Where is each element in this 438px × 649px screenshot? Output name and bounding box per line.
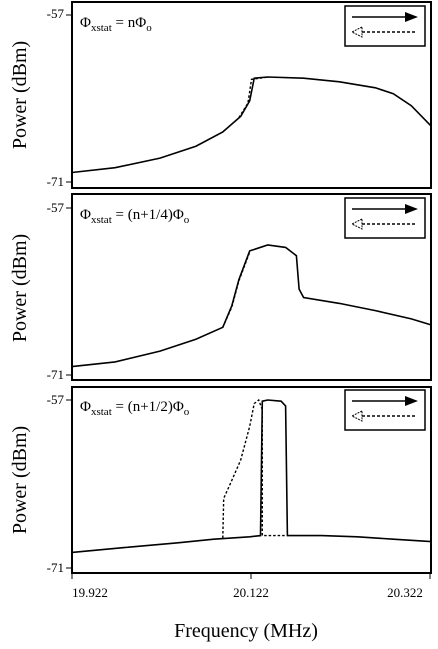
panel-1-annotation: Φxstat = nΦo xyxy=(80,15,152,34)
panel-2-annotation: Φxstat = (n+1/4)Φo xyxy=(80,207,190,226)
panel-3-annot-sub: xstat xyxy=(91,406,112,418)
panel-2-ytick-bottom: -71 xyxy=(47,367,64,382)
panel-1: Power (dBm) -57 -71 Φxstat = nΦo xyxy=(9,1,432,189)
panel-2-ylabel: Power (dBm) xyxy=(9,234,31,342)
panel-1-legend-box xyxy=(344,5,426,47)
panel-1-plot xyxy=(71,76,432,174)
panel-2: Power (dBm) -57 -71 Φxstat = (n+1/4)Φo xyxy=(9,193,432,382)
panel-2-plot xyxy=(71,244,432,368)
panel-2-annot-prefix: Φ xyxy=(80,207,91,223)
panel-1-annot-sub: xstat xyxy=(91,22,112,34)
x-axis-label: Frequency (MHz) xyxy=(174,620,318,642)
xtick-label-mid: 20.122 xyxy=(233,585,269,600)
panel-2-series-dashed xyxy=(222,251,251,328)
panel-1-ytick-top: -57 xyxy=(47,6,65,21)
panel-1-annot-prefix: Φ xyxy=(80,15,91,31)
panel-2-annot-sub2: o xyxy=(184,214,190,226)
panel-3-legend-box xyxy=(344,389,426,431)
xtick-label-right: 20.322 xyxy=(387,585,423,600)
panel-2-annot-sub: xstat xyxy=(91,214,112,226)
panel-1-legend-arrowhead-left-icon xyxy=(350,26,363,38)
panel-3-annotation: Φxstat = (n+1/2)Φo xyxy=(80,399,190,418)
panel-3-annot-sub2: o xyxy=(184,406,190,418)
panel-2-legend-box xyxy=(344,197,426,239)
panel-3-ytick-bottom: -71 xyxy=(47,560,64,575)
panel-1-series-solid xyxy=(71,76,432,174)
panel-1-annot-sub2: o xyxy=(146,22,152,34)
panel-2-legend-arrowhead-right-icon xyxy=(405,204,418,214)
panel-3-series-dashed xyxy=(222,398,286,539)
panel-1-legend xyxy=(344,5,426,47)
panel-2-annot-eq: = (n+1/4)Φ xyxy=(112,207,184,223)
panel-3-series-solid xyxy=(71,399,432,554)
panel-3-ylabel: Power (dBm) xyxy=(9,426,31,534)
panel-2-ytick-top: -57 xyxy=(47,200,65,215)
panel-1-ylabel: Power (dBm) xyxy=(9,41,31,149)
panel-2-legend xyxy=(344,197,426,239)
panel-3-ytick-top: -57 xyxy=(47,392,65,407)
panel-2-legend-arrowhead-left-icon xyxy=(350,218,363,230)
panel-2-frame xyxy=(71,193,432,381)
panel-3-legend-arrowhead-left-icon xyxy=(350,410,363,422)
panel-2-series-solid xyxy=(71,244,432,368)
panel-3-legend xyxy=(344,389,426,431)
panel-1-series-dashed xyxy=(238,76,268,118)
panel-1-frame xyxy=(71,1,432,189)
panel-3-legend-arrowhead-right-icon xyxy=(405,396,418,406)
panel-3-annot-eq: = (n+1/2)Φ xyxy=(112,399,184,415)
panel-3: Power (dBm) -57 -71 Φxstat = (n+1/2)Φo 1… xyxy=(9,386,432,642)
panel-3-plot xyxy=(71,398,432,554)
panel-1-legend-arrowhead-right-icon xyxy=(405,12,418,22)
panel-1-annot-eq: = nΦ xyxy=(112,15,146,31)
panel-1-ytick-bottom: -71 xyxy=(47,174,64,189)
panel-3-annot-prefix: Φ xyxy=(80,399,91,415)
xtick-label-left: 19.922 xyxy=(72,585,108,600)
